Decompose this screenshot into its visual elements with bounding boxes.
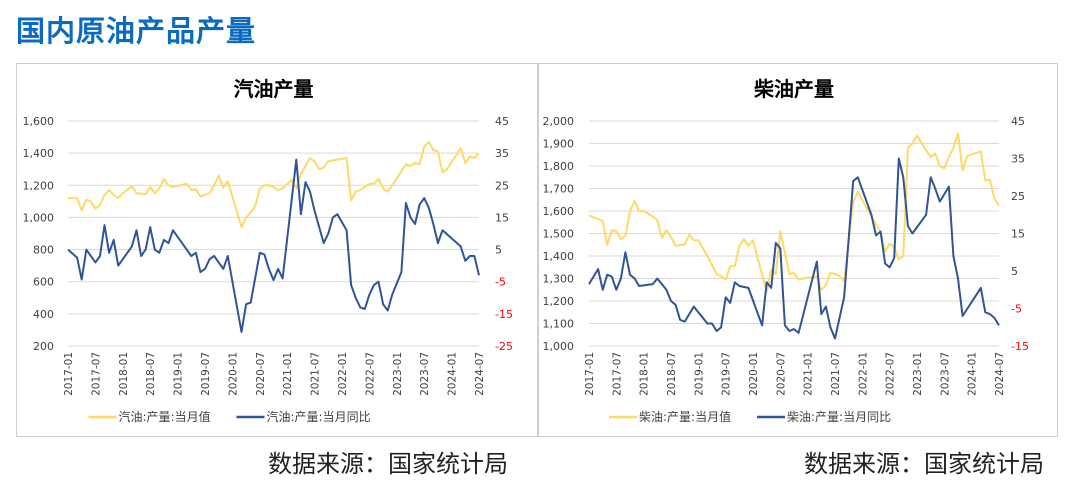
y-tick-label: 1,800	[543, 160, 575, 173]
x-tick-label: 2020-01	[748, 352, 760, 396]
source-note-right: 数据来源：国家统计局	[804, 450, 1044, 478]
page-title: 国内原油产品产量	[16, 14, 257, 48]
x-tick-label: 2024-07	[474, 352, 486, 396]
x-tick-label: 2020-07	[255, 352, 267, 396]
y-tick-label: 1,300	[543, 273, 575, 286]
x-tick-label: 2023-07	[419, 352, 431, 396]
y2-tick-label: 15	[495, 211, 509, 224]
x-tick-label: 2022-07	[364, 352, 376, 396]
x-tick-label: 2017-01	[584, 352, 596, 396]
y-tick-label: 1,100	[543, 318, 575, 331]
value-series-line	[68, 140, 480, 229]
x-tick-label: 2021-07	[310, 352, 322, 396]
chart-title: 柴油产量	[753, 77, 834, 101]
y-tick-label: 2,000	[543, 115, 575, 128]
legend-label: 汽油:产量:当月同比	[267, 409, 371, 424]
x-tick-label: 2023-01	[392, 352, 404, 396]
x-tick-label: 2020-07	[775, 352, 787, 396]
x-tick-label: 2023-01	[912, 352, 924, 396]
y-tick-label: 1,600	[23, 115, 55, 128]
x-tick-label: 2020-01	[227, 352, 239, 396]
x-tick-label: 2018-01	[118, 352, 130, 396]
y2-tick-label: -5	[495, 276, 506, 289]
x-tick-label: 2022-07	[885, 352, 897, 396]
x-tick-label: 2019-01	[693, 352, 705, 396]
y2-tick-label: 25	[1011, 190, 1025, 203]
y2-tick-label: 15	[1011, 228, 1025, 241]
gasoline-chart: 汽油产量 1,600 1,400 1,200 1,000 800 600 400 200 45 35…	[23, 77, 513, 424]
x-tick-label: 2018-07	[145, 352, 157, 396]
x-tick-label: 2019-01	[173, 352, 185, 396]
y2-tick-label: -15	[495, 308, 513, 321]
x-tick-label: 2019-07	[200, 352, 212, 396]
source-note-left: 数据来源：国家统计局	[268, 450, 508, 478]
y2-tick-label: 35	[1011, 153, 1025, 166]
y-tick-label: 1,400	[543, 250, 575, 263]
y2-tick-label: 5	[495, 244, 502, 257]
x-tick-label: 2018-07	[666, 352, 678, 396]
x-tick-label: 2019-07	[721, 352, 733, 396]
y-tick-label: 1,400	[23, 147, 55, 160]
x-tick-label: 2021-01	[803, 352, 815, 396]
diesel-chart-panel: 柴油产量 2,000 1,900 1,800 1,700 1,600 1,500 1,400 1…	[538, 63, 1058, 437]
x-tick-label: 2017-07	[90, 352, 102, 396]
y2-tick-label: -5	[1011, 303, 1022, 316]
legend-label: 柴油:产量:当月值	[639, 409, 731, 424]
x-tick-label: 2021-07	[830, 352, 842, 396]
value-series-line	[588, 132, 1000, 293]
y2-tick-label: -25	[495, 340, 513, 353]
y-tick-label: 1,700	[543, 183, 575, 196]
gasoline-chart-panel: 汽油产量 1,600 1,400 1,200 1,000 800 600 400 200 45 35…	[16, 63, 538, 437]
y-tick-label: 200	[33, 340, 54, 353]
x-tick-label: 2022-01	[337, 352, 349, 396]
y-tick-label: 1,000	[23, 211, 55, 224]
y2-tick-label: 5	[1011, 265, 1018, 278]
y-tick-label: 600	[33, 276, 54, 289]
y2-tick-label: -15	[1011, 340, 1029, 353]
y-tick-label: 1,900	[543, 138, 575, 151]
y2-tick-label: 35	[495, 147, 509, 160]
legend-label: 汽油:产量:当月值	[119, 409, 211, 424]
y-tick-label: 800	[33, 244, 54, 257]
x-tick-label: 2018-01	[639, 352, 651, 396]
y-tick-label: 1,500	[543, 228, 575, 241]
yoy-series-line	[588, 157, 1000, 340]
x-tick-label: 2017-01	[63, 352, 75, 396]
y-tick-label: 1,000	[543, 340, 575, 353]
x-tick-label: 2021-01	[282, 352, 294, 396]
y-tick-label: 1,200	[543, 295, 575, 308]
diesel-chart: 柴油产量 2,000 1,900 1,800 1,700 1,600 1,500 1,400 1…	[543, 77, 1029, 424]
legend-label: 柴油:产量:当月同比	[787, 410, 891, 424]
y-tick-label: 1,600	[543, 205, 575, 218]
x-tick-label: 2023-07	[939, 352, 951, 396]
y-tick-label: 1,200	[23, 179, 55, 192]
x-tick-label: 2017-07	[611, 352, 623, 396]
y2-tick-label: 45	[1011, 115, 1025, 128]
x-tick-label: 2022-01	[857, 352, 869, 396]
y2-tick-label: 45	[495, 115, 509, 128]
x-tick-label: 2024-07	[994, 352, 1006, 396]
chart-title: 汽油产量	[234, 77, 314, 101]
x-tick-label: 2024-01	[967, 352, 979, 396]
yoy-series-line	[67, 158, 480, 333]
x-tick-label: 2024-01	[447, 352, 459, 396]
y2-tick-label: 25	[495, 179, 509, 192]
y-tick-label: 400	[33, 308, 54, 321]
